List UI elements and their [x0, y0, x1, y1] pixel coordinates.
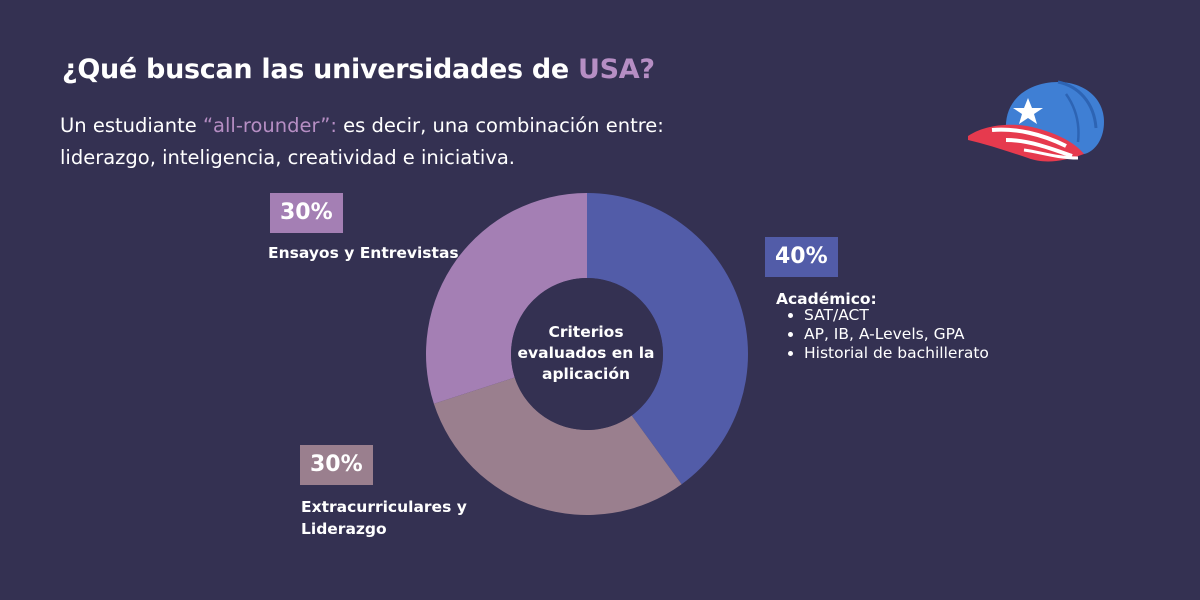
- baseball-cap-icon: [968, 80, 1104, 162]
- extracurricular-percent-badge: 30%: [300, 445, 373, 485]
- page-title: ¿Qué buscan las universidades de USA?: [62, 54, 655, 85]
- list-item: SAT/ACT: [804, 306, 989, 325]
- chart-center-label: Criterios evaluados en la aplicación: [517, 323, 655, 383]
- donut-hole: [511, 278, 663, 430]
- donut-segment-0: [587, 193, 748, 485]
- academic-category-label: Académico:: [776, 290, 877, 308]
- essays-category-label: Ensayos y Entrevistas: [268, 244, 459, 262]
- extracurricular-category-label: Extracurriculares y Liderazgo: [301, 498, 467, 538]
- academic-criteria-list: SAT/ACT AP, IB, A-Levels, GPA Historial …: [788, 306, 989, 363]
- list-item: Historial de bachillerato: [804, 344, 989, 363]
- page-subtitle: Un estudiante “all-rounder”: es decir, u…: [60, 114, 664, 169]
- donut-segment-1: [433, 377, 682, 515]
- donut-segment-2: [426, 193, 587, 404]
- list-item: AP, IB, A-Levels, GPA: [804, 325, 989, 344]
- essays-percent-badge: 30%: [270, 193, 343, 233]
- academic-percent-badge: 40%: [765, 237, 838, 277]
